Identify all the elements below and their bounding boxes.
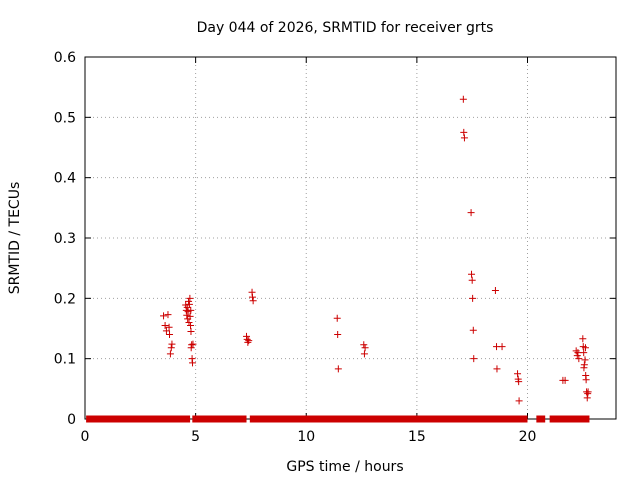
data-point (165, 323, 173, 331)
x-tick-label: 10 (297, 429, 315, 445)
data-point (580, 361, 588, 369)
y-tick-label: 0.6 (54, 50, 76, 66)
data-point (186, 312, 194, 320)
data-point (189, 340, 197, 348)
data-point (493, 365, 501, 373)
y-axis-label: SRMTID / TECUs (7, 182, 23, 295)
data-point (185, 318, 193, 326)
data-point (468, 276, 476, 284)
data-point (515, 378, 523, 386)
y-tick-label: 0.1 (54, 352, 76, 368)
data-point (161, 321, 169, 329)
data-point (580, 349, 588, 357)
data-point (187, 306, 195, 314)
data-point (244, 338, 252, 346)
data-point (245, 337, 253, 345)
data-point (187, 321, 195, 329)
data-point (514, 370, 522, 378)
data-point (491, 286, 499, 294)
data-point (166, 331, 174, 339)
data-point (162, 327, 170, 335)
data-point (515, 397, 523, 405)
data-point (582, 376, 590, 384)
data-point (188, 341, 196, 349)
data-point (160, 312, 168, 320)
x-axis-label: GPS time / hours (286, 459, 403, 475)
data-point (185, 300, 193, 308)
data-point (469, 326, 477, 334)
grid-lines (85, 57, 616, 419)
data-point (470, 355, 478, 363)
data-points (160, 95, 592, 405)
data-point (334, 365, 342, 373)
data-point (498, 343, 506, 351)
x-tick-label: 15 (408, 429, 426, 445)
x-tick-label: 20 (519, 429, 537, 445)
y-tick-label: 0.2 (54, 291, 76, 307)
data-point (361, 344, 369, 352)
y-tick-label: 0 (67, 412, 76, 428)
data-point (467, 209, 475, 217)
data-point (360, 341, 368, 349)
data-point (183, 311, 191, 319)
chart-title: Day 044 of 2026, SRMTID for receiver grt… (197, 20, 494, 36)
data-point (248, 293, 256, 301)
data-point (333, 314, 341, 322)
data-point (189, 359, 197, 367)
data-point (187, 328, 195, 336)
data-point (468, 270, 476, 278)
plot-frame (84, 56, 617, 420)
data-point (249, 297, 257, 305)
data-point (166, 350, 174, 358)
data-point (460, 134, 468, 142)
data-point (164, 311, 172, 319)
x-tick-label: 5 (191, 429, 200, 445)
data-point (579, 335, 587, 343)
data-point (581, 356, 589, 364)
y-tick-label: 0.3 (54, 231, 76, 247)
data-point (185, 297, 193, 305)
data-point (167, 344, 175, 352)
data-point (243, 335, 251, 343)
data-point (581, 344, 589, 352)
y-tick-label: 0.4 (54, 171, 76, 187)
data-point (572, 347, 580, 355)
data-point (186, 294, 194, 302)
data-point (460, 128, 468, 136)
data-point (469, 294, 477, 302)
data-point (575, 355, 583, 363)
axis-ticks: 0 0.1 0.2 0.3 0.4 0.5 0.6 0 5 10 15 20 (54, 50, 616, 445)
data-point (561, 376, 569, 384)
data-point (573, 352, 581, 360)
data-point (168, 340, 176, 348)
x-tick-label: 0 (81, 429, 90, 445)
y-tick-label: 0.5 (54, 110, 76, 126)
data-point (459, 95, 467, 103)
data-point (360, 350, 368, 358)
data-point (584, 388, 592, 396)
data-point (243, 332, 251, 340)
data-point (334, 331, 342, 339)
